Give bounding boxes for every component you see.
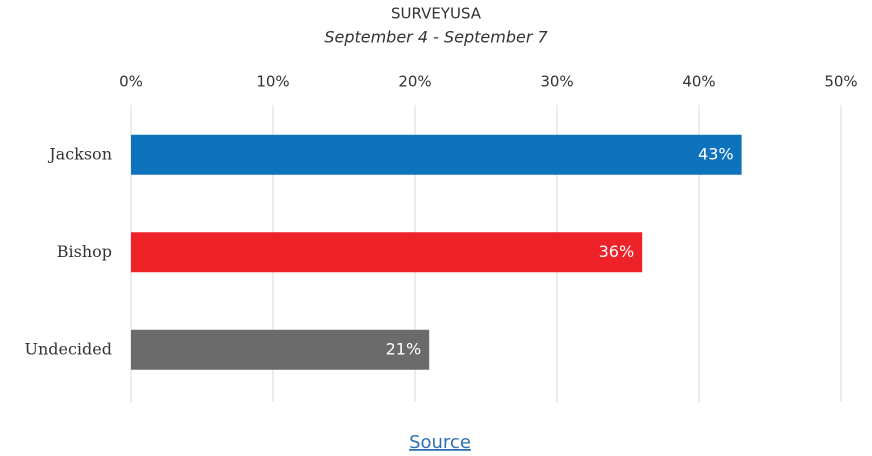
bar bbox=[131, 232, 643, 273]
bar bbox=[131, 329, 430, 370]
chart-title: SURVEYUSA bbox=[391, 5, 482, 23]
value-label: 36% bbox=[599, 242, 635, 261]
bar bbox=[131, 134, 742, 175]
x-tick-label: 30% bbox=[540, 73, 573, 91]
value-label: 43% bbox=[698, 144, 734, 163]
y-tick-label: Undecided bbox=[24, 339, 112, 358]
y-tick-label: Jackson bbox=[47, 144, 112, 163]
chart-subtitle: September 4 - September 7 bbox=[324, 28, 548, 47]
x-tick-label: 20% bbox=[398, 73, 431, 91]
value-label: 21% bbox=[386, 339, 422, 358]
source-link[interactable]: Source bbox=[409, 432, 471, 453]
x-tick-label: 40% bbox=[682, 73, 715, 91]
y-tick-label: Bishop bbox=[57, 242, 112, 261]
x-tick-label: 0% bbox=[119, 73, 143, 91]
x-tick-label: 50% bbox=[824, 73, 857, 91]
x-tick-label: 10% bbox=[256, 73, 289, 91]
